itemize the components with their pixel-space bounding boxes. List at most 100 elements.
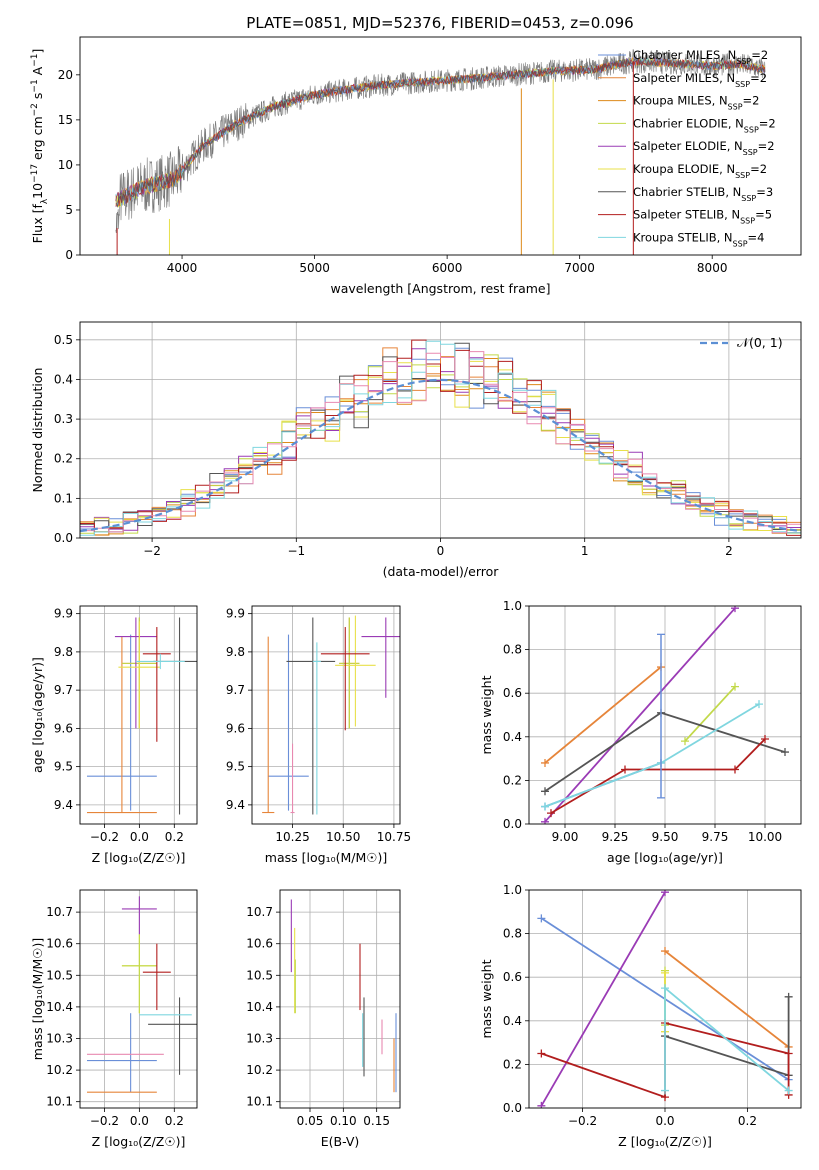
x-tick-label: 1 <box>581 544 589 558</box>
mass-weight-marker <box>541 817 549 824</box>
mass-vs-metallicity-panel: −0.2 0.0 0.2 10.1 10.2 10.3 10.4 10.5 10.6 10.7 Z … <box>30 889 198 1149</box>
x-axis-label: age [log₁₀(age/yr)] <box>607 850 723 865</box>
y-tick-label: 0.1 <box>54 491 73 505</box>
y-tick-label: 0.2 <box>503 773 522 787</box>
x-tick-label: 2 <box>725 544 733 558</box>
normal-curve <box>80 378 801 533</box>
x-tick-label: 0.0 <box>655 1114 674 1128</box>
mass-weight-marker <box>541 758 549 767</box>
mass-weight-marker <box>755 700 763 709</box>
plot-frame <box>79 605 198 825</box>
mass-weight-line <box>684 686 736 742</box>
mass-weight-marker <box>681 737 689 746</box>
y-label-part: λ <box>40 198 50 204</box>
y-tick-label: 10.2 <box>46 1063 73 1077</box>
y-tick-label: 0.6 <box>503 970 522 984</box>
mass-weight-line <box>664 950 790 1048</box>
x-axis-label: Z [log₁₀(Z/Z☉)] <box>92 850 186 865</box>
y-axis-label: mass weight <box>479 959 494 1038</box>
y-tick-label: 9.7 <box>226 683 245 697</box>
legend-label-part: Salpeter STELIB, N <box>633 208 740 222</box>
mass-weight-line <box>540 891 666 1107</box>
y-tick-label: 10.1 <box>46 1095 73 1109</box>
mass-weight-marker <box>547 809 555 818</box>
x-tick-label: 0.10 <box>330 1114 357 1128</box>
mass-weight-marker <box>731 765 739 774</box>
legend-label: Kroupa ELODIE, NSSP=2 <box>633 162 767 180</box>
y-axis-label: Flux [fλ10−17 erg cm−2 s−1 A−1] <box>30 49 50 244</box>
mass-weight-marker <box>661 984 669 993</box>
y-tick-label: 9.6 <box>226 721 245 735</box>
y-axis-label: mass weight <box>479 675 494 754</box>
plot-area <box>86 896 197 1093</box>
mass-weight-marker <box>537 1101 546 1108</box>
x-tick-label: 8000 <box>697 261 728 275</box>
legend-label-part: Chabrier ELODIE, N <box>633 116 744 130</box>
y-tick-label: 0 <box>65 248 73 262</box>
y-tick-label: 10.2 <box>246 1063 273 1077</box>
legend-label-part: Chabrier MILES, N <box>633 48 736 62</box>
x-tick-label: −0.2 <box>90 1114 119 1128</box>
x-tick-label: 10.00 <box>748 830 782 844</box>
mass-weight-marker <box>784 1049 793 1058</box>
legend-label-part: SSP <box>728 102 743 111</box>
y-tick-label: 5 <box>65 203 73 217</box>
y-tick-label: 0.8 <box>503 927 522 941</box>
mass-weight-marker <box>541 787 549 796</box>
plot-frame <box>79 36 802 256</box>
y-tick-label: 1.0 <box>503 599 522 613</box>
y-tick-label: 9.9 <box>226 607 245 621</box>
y-label-part: −2 <box>30 103 40 116</box>
y-tick-label: 0.4 <box>503 730 522 744</box>
y-tick-label: 10.7 <box>46 905 73 919</box>
legend-label-part: =2 <box>758 139 775 153</box>
y-axis-label: mass [log₁₀(M/M☉)] <box>30 938 45 1060</box>
y-tick-label: 9.4 <box>226 798 245 812</box>
mass-weight-marker <box>537 1049 546 1058</box>
x-tick-label: 0.15 <box>363 1114 390 1128</box>
residual-histogram <box>80 340 801 536</box>
y-label-part: erg cm <box>30 116 45 164</box>
y-tick-label: 1.0 <box>503 883 522 897</box>
legend-label: Salpeter MILES, NSSP=2 <box>633 71 767 89</box>
y-tick-label: 10.3 <box>46 1031 73 1045</box>
plot-area <box>86 617 197 815</box>
mass-vs-ebv-panel: 0.05 0.10 0.15 10.1 10.2 10.3 10.4 10.5 10.6 10.7… <box>246 889 401 1149</box>
y-tick-label: 9.5 <box>226 760 245 774</box>
mass-weight-marker <box>731 606 739 613</box>
mass-weight-line <box>544 607 736 823</box>
y-tick-label: 0.4 <box>503 1014 522 1028</box>
plot-area <box>541 606 789 824</box>
legend-label-part: =2 <box>759 116 776 130</box>
y-axis-label: Normed distribution <box>30 368 45 493</box>
x-tick-label: 0.2 <box>165 830 184 844</box>
plot-area <box>115 49 766 255</box>
legend-label-part: SSP <box>733 239 748 248</box>
massweight-vs-age-panel: 9.00 9.25 9.50 9.75 10.00 0.0 0.2 0.4 0.6 0.8 1.0 a… <box>479 599 802 865</box>
y-tick-label: 15 <box>58 113 73 127</box>
plot-area <box>80 339 801 536</box>
legend-label-part: Kroupa ELODIE, N <box>633 162 735 176</box>
y-tick-label: 0.0 <box>54 531 73 545</box>
plot-frame <box>251 605 401 825</box>
mass-weight-marker <box>661 1086 669 1095</box>
mass-weight-marker <box>784 992 793 1001</box>
y-label-part: −1 <box>30 79 40 92</box>
y-tick-label: 0.0 <box>503 817 522 831</box>
y-tick-label: 0.2 <box>54 452 73 466</box>
legend-label-part: =2 <box>743 94 760 108</box>
legend-label: Salpeter STELIB, NSSP=5 <box>633 208 772 226</box>
mass-weight-line <box>664 986 790 1092</box>
x-axis-label: (data-model)/error <box>383 564 500 579</box>
mass-weight-marker <box>541 802 549 811</box>
x-tick-label: 6000 <box>432 261 463 275</box>
x-tick-label: 5000 <box>299 261 330 275</box>
y-tick-label: 9.9 <box>54 607 73 621</box>
age-vs-metallicity-panel: −0.2 0.0 0.2 9.4 9.5 9.6 9.7 9.8 9.9 Z [log₁₀(Z/Z… <box>30 605 198 865</box>
y-tick-label: 9.7 <box>54 683 73 697</box>
y-tick-label: 9.5 <box>54 760 73 774</box>
model-spectrum-line <box>115 57 766 208</box>
y-tick-label: 0.3 <box>54 412 73 426</box>
y-tick-label: 9.6 <box>54 721 73 735</box>
